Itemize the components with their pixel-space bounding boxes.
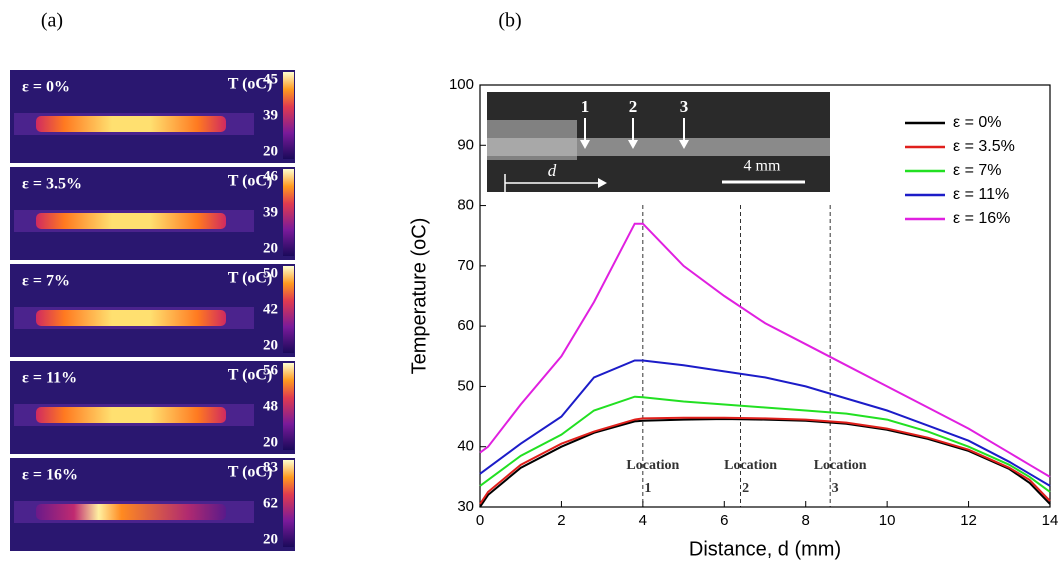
hot-band [36,310,226,326]
location-label: Location [814,458,867,473]
y-tick-label: 80 [457,197,474,214]
hot-band [36,116,226,132]
colorbar-tick-label: 50 [263,265,278,281]
inset-marker: 1 [581,97,590,116]
y-axis-label: Temperature (oC) [408,218,430,375]
strain-label: ε = 11% [22,370,77,387]
unit-label: T (oC) [228,270,273,287]
series-line [479,416,1051,505]
colorbar-tick-label: 56 [263,362,279,378]
location-number: 2 [742,481,749,496]
colorbar-tick-label: 20 [263,337,278,353]
inset-marker: 2 [629,97,638,116]
strain-label: ε = 3.5% [22,176,82,193]
colorbar [283,363,294,450]
colorbar-tick-label: 20 [263,531,278,547]
inset-scale-label: 4 mm [744,158,781,175]
x-tick-label: 6 [720,512,728,529]
x-axis-label: Distance, d (mm) [689,538,841,560]
hot-band [36,504,226,520]
unit-label: T (oC) [228,464,273,481]
legend-label: ε = 11% [953,186,1009,203]
y-tick-label: 50 [457,377,474,394]
unit-label: T (oC) [228,173,273,190]
location-number: 3 [832,481,839,496]
colorbar-tick-label: 20 [263,143,278,159]
series-line [479,395,1051,493]
inset-marker: 3 [680,97,689,116]
y-tick-label: 70 [457,257,474,274]
series-line [479,417,1051,508]
colorbar-tick-label: 39 [263,204,278,220]
strain-label: ε = 7% [22,273,70,290]
colorbar-tick-label: 83 [263,459,278,475]
unit-label: T (oC) [228,367,273,384]
hot-band [36,407,226,423]
x-tick-label: 0 [476,512,484,529]
colorbar-tick-label: 42 [263,301,278,317]
location-label: Location [626,458,679,473]
location-label: Location [724,458,777,473]
colorbar [283,460,294,547]
y-tick-label: 90 [457,136,474,153]
colorbar-tick-label: 20 [263,240,278,256]
y-tick-label: 30 [457,498,474,515]
legend-label: ε = 3.5% [953,138,1015,155]
colorbar [283,266,294,353]
colorbar [283,169,294,256]
y-tick-label: 100 [449,76,474,93]
colorbar-tick-label: 39 [263,107,278,123]
colorbar-tick-label: 62 [263,495,278,511]
y-tick-label: 40 [457,438,474,455]
panel-label: (a) [41,10,63,32]
unit-label: T (oC) [228,76,273,93]
hot-band [36,213,226,229]
colorbar-tick-label: 46 [263,168,279,184]
colorbar-tick-label: 48 [263,398,278,414]
inset-arrowhead [580,140,590,149]
inset-arrowhead [628,140,638,149]
colorbar-tick-label: 20 [263,434,278,450]
plot-frame [479,84,1051,508]
panel-label: (b) [498,10,521,32]
inset-arrowhead [679,140,689,149]
inset-distance-head [598,178,607,188]
strain-label: ε = 16% [22,467,78,484]
x-tick-label: 14 [1042,512,1059,529]
series-line [479,359,1051,487]
x-tick-label: 4 [639,512,647,529]
y-tick-label: 60 [457,317,474,334]
location-number: 1 [644,481,651,496]
colorbar [283,72,294,159]
x-tick-label: 12 [960,512,977,529]
inset-grip [487,120,577,160]
inset-distance: d [548,161,557,180]
legend-label: ε = 16% [953,210,1010,227]
x-tick-label: 10 [879,512,896,529]
colorbar-tick-label: 45 [263,71,278,87]
strain-label: ε = 0% [22,79,70,96]
x-tick-label: 8 [802,512,810,529]
x-tick-label: 2 [557,512,565,529]
series-line [479,222,1051,478]
legend-label: ε = 7% [953,162,1002,179]
legend-label: ε = 0% [953,114,1002,131]
